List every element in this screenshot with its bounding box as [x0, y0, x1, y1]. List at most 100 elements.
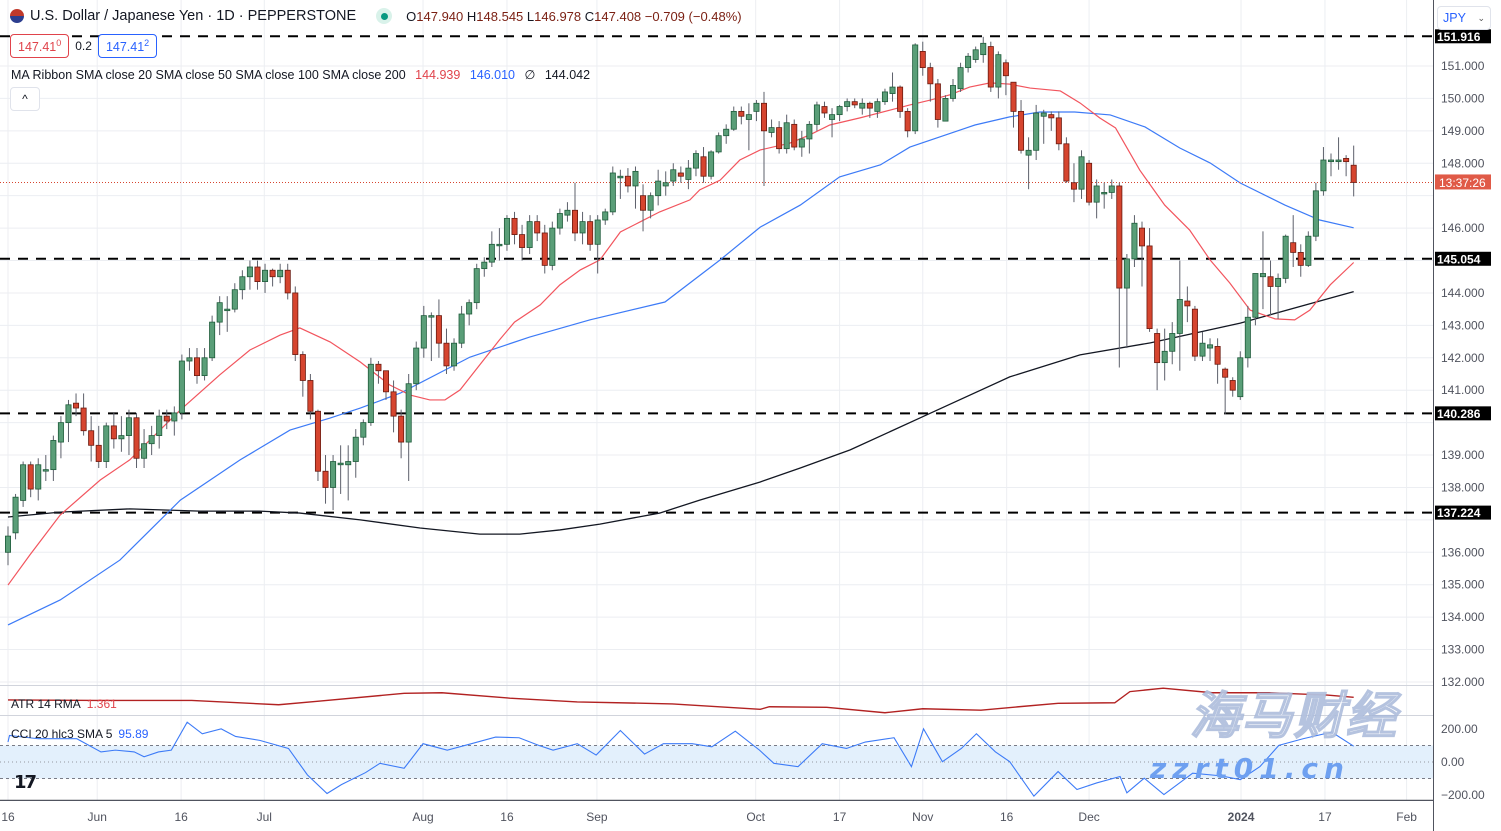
candle-down [821, 106, 828, 114]
atr-value: 1.361 [86, 697, 117, 711]
countdown-label: 13:37:26 [1439, 176, 1486, 190]
candle-down [1229, 380, 1236, 391]
candle-up [1033, 112, 1040, 151]
buy-button[interactable]: 147.412 [97, 34, 158, 59]
watermark-chinese: 海马财经 [1189, 687, 1398, 745]
price-tick-label: 144.000 [1441, 286, 1485, 300]
candle-up [647, 195, 654, 211]
sma50-line [7, 111, 1354, 626]
time-tick-label: 2024 [1228, 810, 1255, 824]
candle-up [186, 357, 193, 362]
candle-down [572, 209, 579, 234]
candle-up [602, 211, 609, 221]
price-tick-label: 151.000 [1441, 59, 1485, 73]
candle-up [798, 138, 805, 148]
cci-tick-label: 0.00 [1441, 755, 1465, 769]
candle-up [1123, 258, 1130, 289]
candle-down [1184, 300, 1191, 307]
tradingview-logo[interactable]: 17 [14, 772, 37, 793]
ma-ribbon-label: MA Ribbon SMA close 20 SMA close 50 SMA … [11, 68, 406, 82]
candle-down [511, 217, 518, 235]
bid-pip: 0 [56, 38, 62, 48]
change-value: −0.709 (−0.48%) [644, 8, 742, 24]
symbol-title[interactable]: U.S. Dollar / Japanese Yen · 1D · PEPPER… [30, 8, 357, 24]
candle-down [934, 83, 941, 120]
candle-up [685, 167, 692, 180]
time-tick-label: Jul [257, 810, 272, 824]
candle-down [390, 391, 397, 417]
price-tick-label: 132.000 [1441, 675, 1485, 689]
ma-ribbon-legend[interactable]: MA Ribbon SMA close 20 SMA close 50 SMA … [11, 67, 590, 82]
level-price-label: 140.286 [1437, 407, 1481, 421]
bid-price: 147.41 [18, 40, 57, 55]
atr-legend[interactable]: ATR 14 RMA 1.361 [11, 697, 117, 711]
candle-up [1305, 235, 1312, 266]
candle-up [1312, 190, 1319, 237]
candle-down [1146, 245, 1153, 330]
candle-down [1063, 143, 1070, 182]
candle-down [382, 370, 389, 393]
candle-up [239, 276, 246, 291]
sell-button[interactable]: 147.410 [10, 34, 70, 59]
time-tick-label: Oct [746, 810, 765, 824]
candle-down [1290, 242, 1297, 253]
candle-up [209, 321, 216, 359]
price-tick-label: 143.000 [1441, 318, 1485, 332]
candle-down [163, 415, 170, 422]
candle-up [1169, 333, 1176, 352]
candle-up [1040, 112, 1047, 117]
candle-down [1191, 308, 1198, 357]
cci-line [7, 721, 1354, 798]
low-value: 146.978 [534, 8, 582, 24]
candle-up [912, 44, 919, 132]
chevron-down-icon: ⌄ [1477, 12, 1485, 23]
candle-up [156, 415, 163, 436]
candle-down [851, 101, 858, 106]
candle-down [443, 342, 450, 367]
currency-select[interactable]: JPY ⌄ [1437, 6, 1491, 30]
candle-up [980, 42, 987, 56]
time-tick-label: 16 [500, 810, 514, 824]
sma200-line [7, 290, 1354, 535]
candle-down [791, 123, 798, 148]
cci-legend[interactable]: CCI 20 hlc3 SMA 5 95.89 [11, 727, 148, 741]
candle-up [413, 347, 420, 385]
candle-down [1018, 110, 1025, 151]
us-flag-icon [10, 9, 24, 23]
time-tick-label: Feb [1396, 810, 1417, 824]
time-tick-label: 17 [1318, 810, 1332, 824]
candle-up [579, 221, 586, 234]
candle-up [813, 104, 820, 125]
time-tick-label: Jun [88, 810, 107, 824]
candle-down [738, 110, 745, 117]
candle-up [594, 219, 601, 245]
quote-panel: 147.410 0.2 147.412 [10, 34, 158, 59]
candle-down [193, 357, 200, 377]
candle-up [352, 436, 359, 462]
candle-up [330, 461, 337, 488]
candle-up [481, 261, 488, 270]
candle-up [1275, 277, 1282, 287]
candle-up [458, 313, 465, 344]
candle-up [1176, 299, 1183, 334]
candle-down [133, 417, 140, 459]
candle-down [776, 127, 783, 150]
market-open-icon [376, 8, 393, 24]
candle-up [617, 175, 624, 179]
candle-up [859, 102, 866, 109]
candle-down [761, 102, 768, 132]
level-price-tag [1435, 251, 1491, 266]
candle-up [1282, 235, 1289, 279]
candle-up [889, 86, 896, 94]
collapse-legend-button[interactable]: ^ [10, 87, 40, 111]
candle-up [692, 153, 699, 169]
candle-up [957, 67, 964, 90]
candle-up [141, 443, 148, 459]
price-tick-label: 139.000 [1441, 448, 1485, 462]
candle-up [20, 464, 27, 501]
candle-down [1343, 157, 1350, 163]
currency-value: JPY [1443, 11, 1466, 25]
candle-up [662, 182, 669, 187]
cci-value: 95.89 [118, 727, 149, 741]
